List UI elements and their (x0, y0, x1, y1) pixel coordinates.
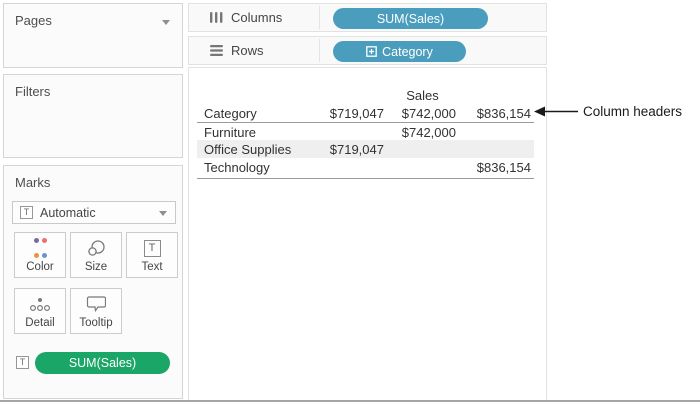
shelf-divider (319, 39, 320, 62)
size-icon (86, 238, 106, 258)
chevron-down-icon[interactable] (159, 211, 167, 216)
tooltip-button[interactable]: Tooltip (70, 288, 122, 334)
row-field-header[interactable]: Category (204, 105, 257, 121)
filters-shelf[interactable]: Filters (3, 74, 183, 158)
header-rule (197, 122, 534, 123)
table-bottom-rule (197, 178, 534, 179)
mark-type-value: Automatic (40, 205, 96, 220)
cell-value[interactable]: $836,154 (476, 159, 531, 175)
row-label[interactable]: Technology (204, 159, 270, 175)
sum-sales-measure-pill[interactable]: SUM(Sales) (35, 352, 170, 374)
column-headers-row[interactable]: Category $719,047 $742,000 $836,154 (197, 104, 534, 122)
tooltip-label: Tooltip (79, 317, 113, 329)
row-label[interactable]: Office Supplies (204, 141, 292, 157)
table-row[interactable]: Technology $836,154 (197, 158, 534, 176)
marks-card: Marks T Automatic Color Size T (3, 165, 183, 399)
table-row[interactable]: Furniture $742,000 (197, 123, 534, 141)
detail-button[interactable]: Detail (14, 288, 66, 334)
cell-value[interactable]: $742,000 (401, 124, 456, 140)
shelf-divider (319, 6, 320, 29)
rows-label: Rows (231, 43, 264, 58)
category-pill-label: Category (382, 44, 433, 59)
sum-sales-pill[interactable]: SUM(Sales) (333, 8, 488, 29)
columns-label: Columns (231, 10, 283, 25)
detail-icon (29, 294, 51, 314)
color-label: Color (26, 261, 54, 273)
text-mark-icon: T (20, 206, 33, 219)
rows-shelf[interactable]: Rows Category (188, 36, 547, 65)
text-button[interactable]: T Text (126, 232, 178, 278)
sales-measure-header[interactable]: Sales (406, 87, 439, 103)
text-icon: T (143, 239, 161, 257)
detail-label: Detail (25, 317, 55, 329)
color-button[interactable]: Color (14, 232, 66, 278)
rows-icon (210, 45, 223, 56)
size-label: Size (84, 261, 108, 273)
filters-title: Filters (15, 84, 51, 99)
chevron-down-icon[interactable] (162, 20, 170, 25)
row-label[interactable]: Furniture (204, 124, 257, 140)
column-header-value[interactable]: $836,154 (476, 105, 531, 121)
column-header-value[interactable]: $742,000 (401, 105, 456, 121)
table-row[interactable]: Office Supplies $719,047 (197, 140, 534, 158)
color-icon (33, 238, 47, 258)
category-pill[interactable]: Category (333, 41, 466, 62)
marks-title: Marks (15, 175, 51, 190)
mark-type-dropdown[interactable]: T Automatic (12, 201, 176, 224)
text-encoding-icon: T (16, 356, 29, 369)
columns-shelf[interactable]: Columns SUM(Sales) (188, 3, 547, 32)
view-canvas: Sales Category $719,047 $742,000 $836,15… (188, 67, 547, 401)
pages-title: Pages (15, 13, 52, 28)
tooltip-icon (86, 294, 106, 314)
left-arrow-icon (533, 105, 579, 118)
window-bottom-edge (0, 400, 700, 402)
text-label: Text (141, 261, 163, 273)
expand-plus-icon[interactable] (366, 46, 377, 57)
size-button[interactable]: Size (70, 232, 122, 278)
pages-shelf[interactable]: Pages (3, 3, 183, 68)
column-headers-annotation: Column headers (583, 104, 683, 119)
columns-icon (210, 12, 223, 23)
cell-value[interactable]: $719,047 (329, 141, 384, 157)
column-header-value[interactable]: $719,047 (329, 105, 384, 121)
measure-header-row: Sales (197, 86, 534, 104)
